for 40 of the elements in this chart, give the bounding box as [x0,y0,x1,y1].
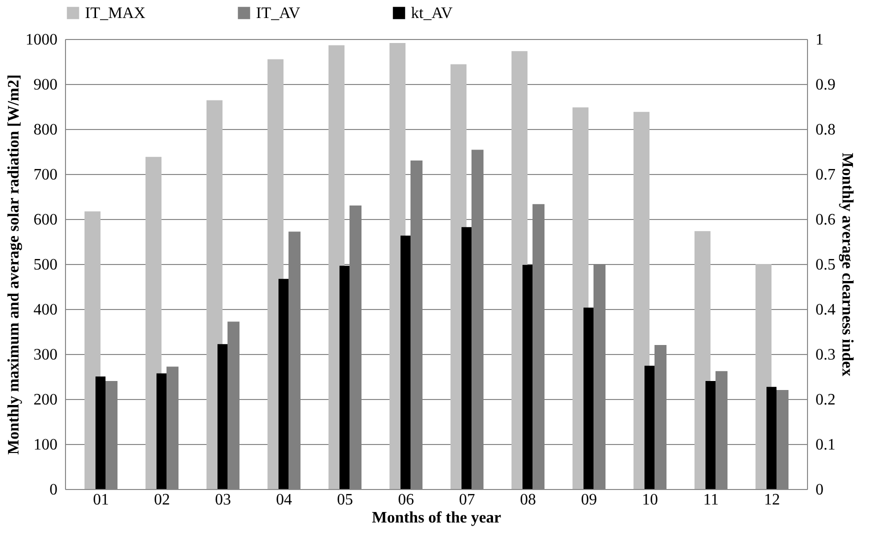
x-tick-label: 06 [398,492,414,508]
y2-tick-label: 0.1 [816,436,836,454]
y2-tick-label: 0.5 [816,256,836,274]
x-tick-label: 11 [703,492,719,508]
x-tick-label: 02 [154,492,170,508]
x-tick-label: 08 [520,492,536,508]
x-tick-label: 05 [337,492,353,508]
x-tick-label: 12 [764,492,780,508]
y-tick-label: 1000 [26,32,58,48]
y-tick-label: 500 [34,256,58,274]
x-tick-label: 09 [581,492,597,508]
y-tick-label: 200 [34,392,58,408]
legend-label: IT_MAX [85,5,146,22]
x-tick-label: 01 [93,492,109,508]
y2-tick-label: 0.7 [816,166,836,184]
legend-label: kt_AV [411,5,453,22]
y2-tick-label: 0.3 [816,346,836,364]
y-tick-label: 900 [34,76,58,94]
y2-tick-label: 0.8 [816,122,836,138]
y2-tick-label: 0.6 [816,212,836,228]
y2-tick-label: 1 [816,32,824,48]
y-tick-label: 100 [34,436,58,454]
x-tick-label: 07 [459,492,475,508]
y2-tick-label: 0.2 [816,392,836,408]
y-tick-label: 300 [34,346,58,364]
y2-axis-title: Monthly average clearness index [838,152,856,376]
y-tick-label: 400 [34,302,58,318]
y-tick-label: 700 [34,166,58,184]
x-tick-label: 04 [276,492,292,508]
x-tick-label: 03 [215,492,231,508]
y2-tick-label: 0.9 [816,76,836,94]
x-tick-label: 10 [642,492,658,508]
legend-label: IT_AV [256,5,301,22]
y-tick-label: 0 [50,482,58,498]
y-tick-label: 800 [34,122,58,138]
y-tick-label: 600 [34,212,58,228]
y-axis-title: Monthly maximum and average solar radiation [W/m2] [6,74,22,455]
x-axis-title: Months of the year [372,510,502,526]
y2-tick-label: 0.4 [816,302,836,318]
y2-tick-label: 0 [816,482,824,498]
